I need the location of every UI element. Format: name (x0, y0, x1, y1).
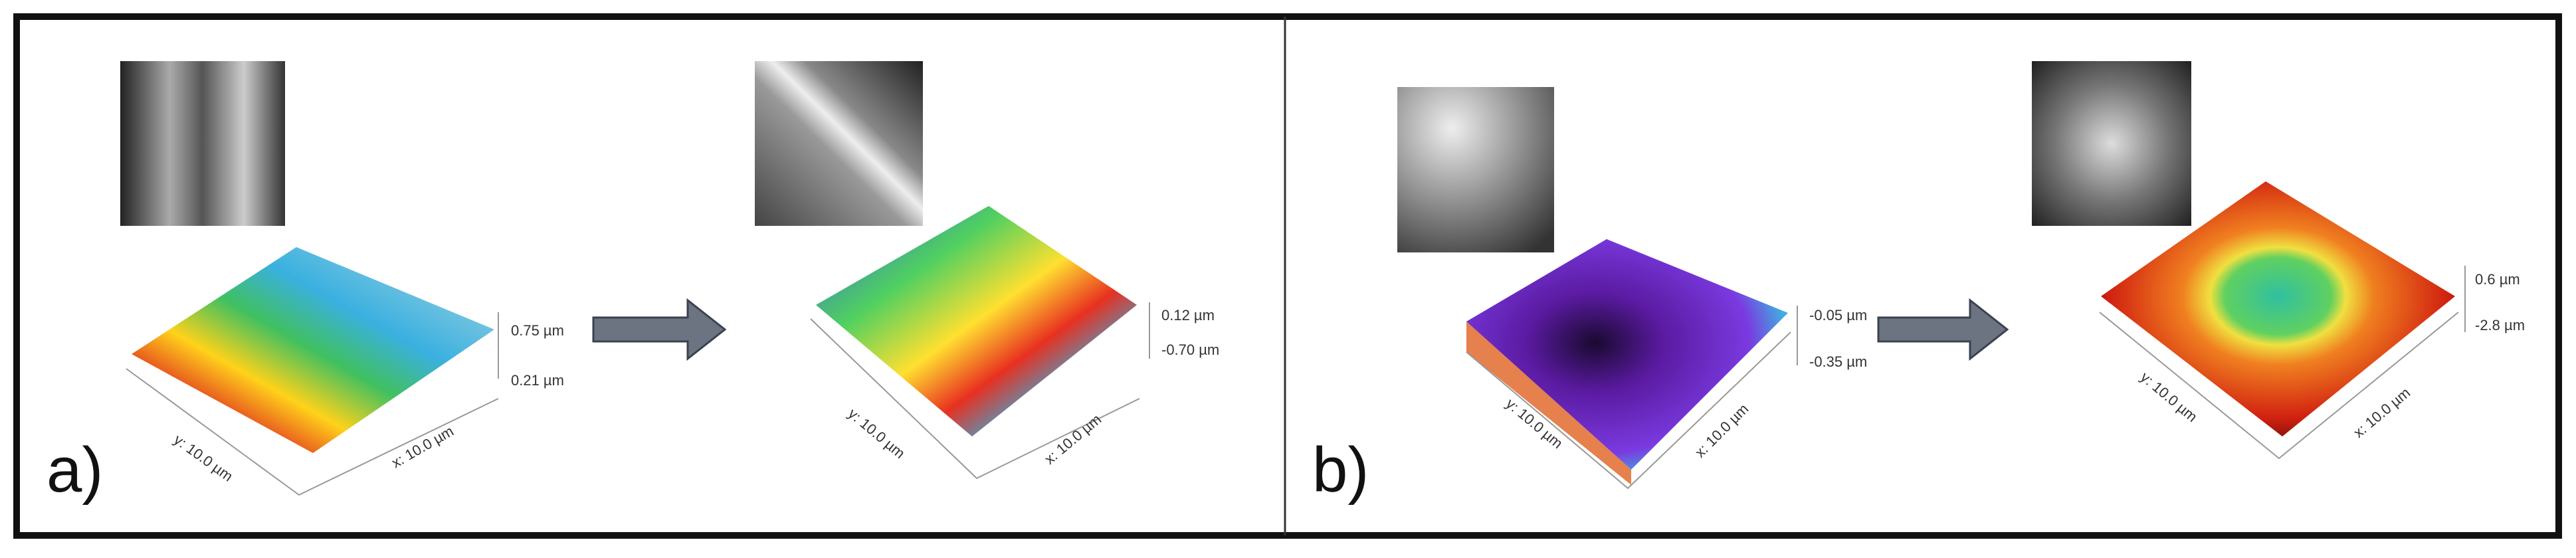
axes (1466, 306, 1798, 490)
arrow (1877, 298, 2009, 361)
afm-image (120, 61, 285, 226)
arrow (592, 298, 727, 361)
z-top: 0.12 µm (1161, 307, 1215, 324)
surface (816, 206, 1137, 436)
afm-image (2032, 61, 2191, 226)
z-top: 0.75 µm (511, 322, 564, 339)
surface-edge (1466, 322, 1631, 485)
axes (126, 312, 499, 496)
axes (810, 302, 1150, 480)
afm-image (755, 61, 923, 226)
z-bottom: 0.21 µm (511, 372, 564, 389)
afm-image (1397, 87, 1554, 252)
surface (2101, 181, 2455, 436)
surface (1466, 239, 1788, 470)
z-bottom: -0.35 µm (1809, 353, 1867, 370)
z-top: 0.6 µm (2475, 271, 2520, 288)
panel-label: a) (47, 434, 103, 506)
z-top: -0.05 µm (1809, 307, 1867, 324)
z-bottom: -2.8 µm (2475, 317, 2525, 333)
surface (132, 247, 494, 453)
panel-label: b) (1312, 434, 1369, 506)
z-bottom: -0.70 µm (1161, 341, 1219, 358)
axes (2099, 266, 2466, 460)
